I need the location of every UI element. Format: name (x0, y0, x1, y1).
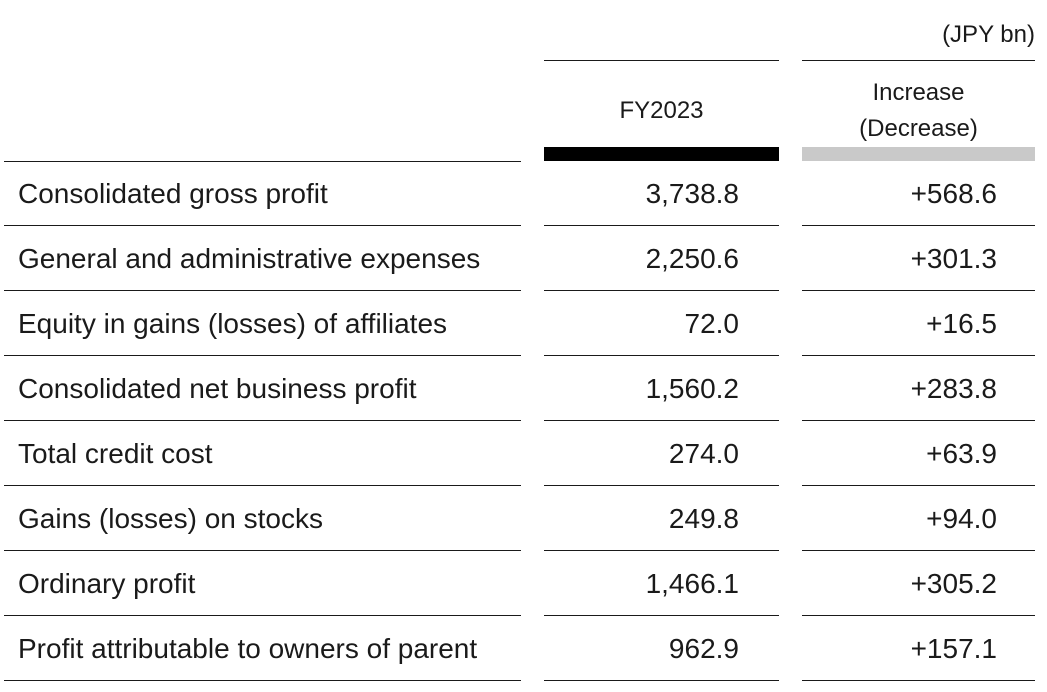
row-label: Equity in gains (losses) of affiliates (4, 292, 521, 356)
fy2023-value: 2,250.6 (544, 227, 779, 291)
increase-value: +94.0 (802, 487, 1035, 551)
increase-value: +568.6 (802, 162, 1035, 226)
fy2023-header-bar (544, 147, 779, 161)
increase-value: +305.2 (802, 552, 1035, 616)
unit-note: (JPY bn) (942, 21, 1035, 48)
table-row: Total credit cost 274.0 +63.9 (0, 422, 1047, 487)
row-label: Profit attributable to owners of parent (4, 617, 521, 681)
fy2023-value: 72.0 (544, 292, 779, 356)
row-label: Ordinary profit (4, 552, 521, 616)
fy2023-value: 1,466.1 (544, 552, 779, 616)
fy2023-value: 962.9 (544, 617, 779, 681)
increase-value: +63.9 (802, 422, 1035, 486)
fy2023-value: 249.8 (544, 487, 779, 551)
column-header-increase-decrease: Increase (Decrease) (802, 60, 1035, 161)
row-label: Consolidated net business profit (4, 357, 521, 421)
table-row: Equity in gains (losses) of affiliates 7… (0, 292, 1047, 357)
fy2023-value: 3,738.8 (544, 162, 779, 226)
row-label: Total credit cost (4, 422, 521, 486)
row-label: Gains (losses) on stocks (4, 487, 521, 551)
column-header-increase-decrease-label: Increase (Decrease) (859, 79, 978, 142)
increase-value: +301.3 (802, 227, 1035, 291)
row-label: Consolidated gross profit (4, 162, 521, 226)
table-row: Profit attributable to owners of parent … (0, 617, 1047, 682)
column-header-fy2023-label: FY2023 (619, 97, 704, 124)
row-label: General and administrative expenses (4, 227, 521, 291)
financial-table: Consolidated gross profit 3,738.8 +568.6… (0, 162, 1047, 682)
table-row: Consolidated gross profit 3,738.8 +568.6 (0, 162, 1047, 227)
table-row: Consolidated net business profit 1,560.2… (0, 357, 1047, 422)
label-column-top-rule (4, 161, 521, 162)
increase-value: +157.1 (802, 617, 1035, 681)
table-row: General and administrative expenses 2,25… (0, 227, 1047, 292)
fy2023-value: 274.0 (544, 422, 779, 486)
fy2023-value: 1,560.2 (544, 357, 779, 421)
increase-value: +16.5 (802, 292, 1035, 356)
increase-value: +283.8 (802, 357, 1035, 421)
column-header-fy2023: FY2023 (544, 60, 779, 161)
increase-header-bar (802, 147, 1035, 161)
table-row: Ordinary profit 1,466.1 +305.2 (0, 552, 1047, 617)
table-row: Gains (losses) on stocks 249.8 +94.0 (0, 487, 1047, 552)
